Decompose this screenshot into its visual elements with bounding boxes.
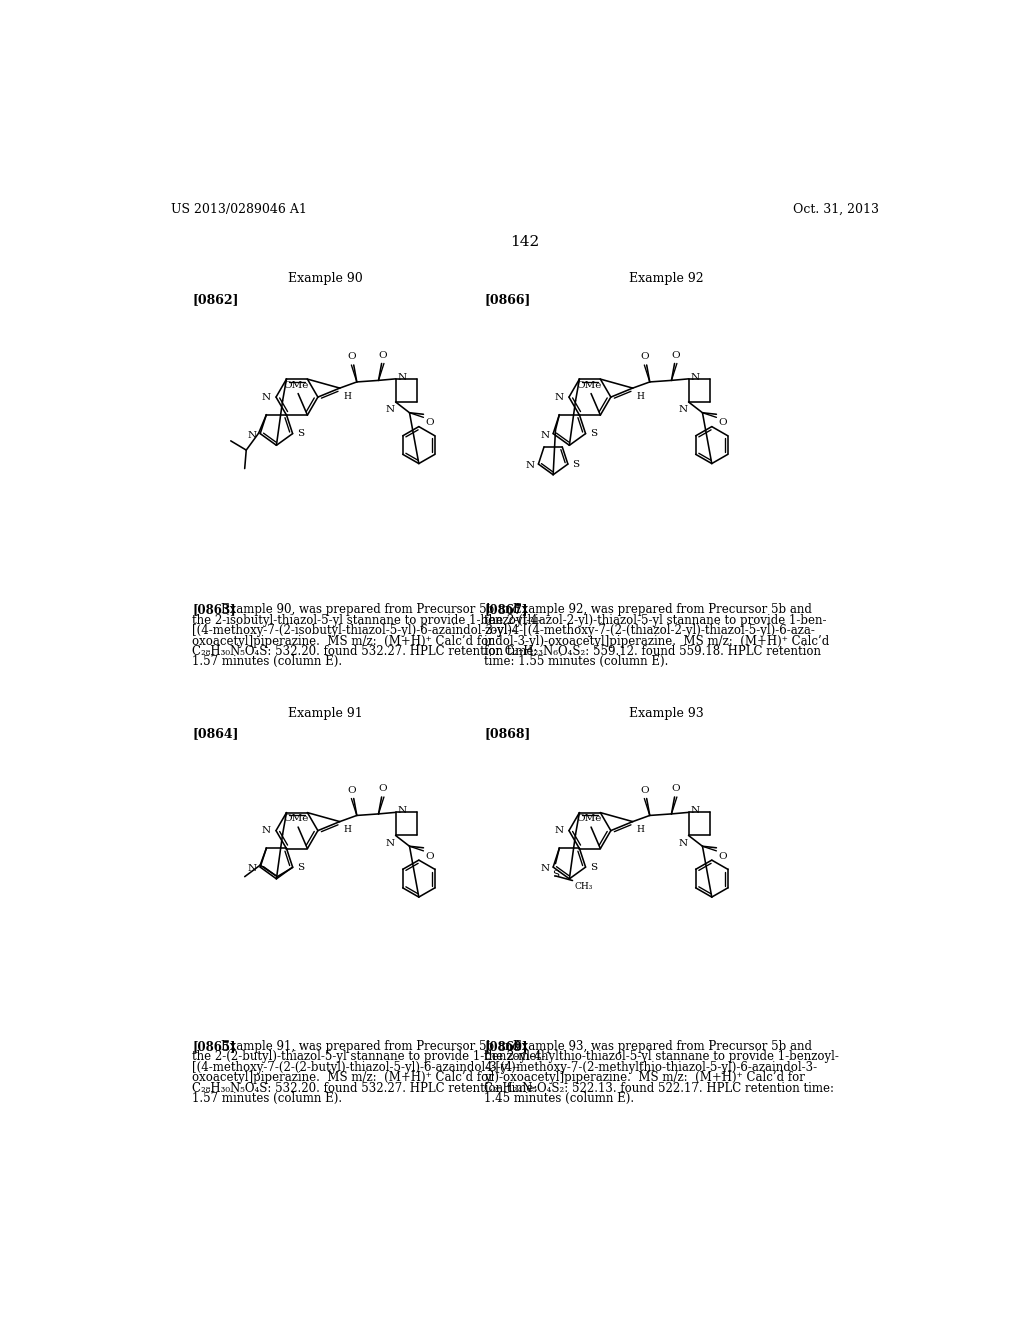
Text: Oct. 31, 2013: Oct. 31, 2013 [793, 203, 879, 216]
Text: 1.57 minutes (column E).: 1.57 minutes (column E). [193, 1092, 342, 1105]
Text: Example 90: Example 90 [288, 272, 362, 285]
Text: Example 93: Example 93 [630, 706, 705, 719]
Text: H: H [344, 392, 351, 401]
Text: indol-3-yl)-oxoacetyl]piperazine.  MS m/z:  (M+H)⁺ Calc’d: indol-3-yl)-oxoacetyl]piperazine. MS m/z… [484, 635, 829, 648]
Text: S: S [590, 429, 597, 438]
Text: 142: 142 [510, 235, 540, 249]
Text: OMe: OMe [283, 814, 308, 824]
Text: O: O [426, 851, 434, 861]
Text: O: O [426, 418, 434, 428]
Text: yl)-oxoacetyl]piperazine.  MS m/z:  (M+H)⁺ Calc’d for: yl)-oxoacetyl]piperazine. MS m/z: (M+H)⁺… [484, 1072, 805, 1084]
Text: N: N [386, 838, 395, 847]
Text: N: N [247, 430, 256, 440]
Text: [0869]: [0869] [484, 1040, 528, 1053]
Text: Example 92, was prepared from Precursor 5b and: Example 92, was prepared from Precursor … [513, 603, 812, 616]
Text: N: N [540, 430, 549, 440]
Text: O: O [719, 851, 727, 861]
Text: 1.45 minutes (column E).: 1.45 minutes (column E). [484, 1092, 635, 1105]
Text: O: O [641, 352, 649, 362]
Text: N: N [386, 405, 395, 414]
Text: [0867]: [0867] [484, 603, 528, 616]
Text: oxoacetyl]piperazine.  MS m/z:  (M+H)⁺ Calc’d for: oxoacetyl]piperazine. MS m/z: (M+H)⁺ Cal… [193, 1072, 495, 1084]
Text: oxoacetyl]piperazine.  MS m/z:  (M+H)⁺ Calc’d for: oxoacetyl]piperazine. MS m/z: (M+H)⁺ Cal… [193, 635, 495, 648]
Text: N: N [554, 392, 563, 401]
Text: C₂₈H₃₀N₅O₄S: 532.20. found 532.27. HPLC retention time:: C₂₈H₃₀N₅O₄S: 532.20. found 532.27. HPLC … [193, 1081, 538, 1094]
Text: the 2-isobutyl-thiazol-5-yl stannane to provide 1-benzoyl-4-: the 2-isobutyl-thiazol-5-yl stannane to … [193, 614, 542, 627]
Text: N: N [679, 405, 688, 414]
Text: [0864]: [0864] [193, 726, 239, 739]
Text: [0866]: [0866] [484, 293, 530, 306]
Text: O: O [379, 784, 387, 793]
Text: C₂₅H₂₄N₅O₄S₂: 522.13. found 522.17. HPLC retention time:: C₂₅H₂₄N₅O₄S₂: 522.13. found 522.17. HPLC… [484, 1081, 835, 1094]
Text: S: S [552, 870, 559, 879]
Text: O: O [672, 351, 680, 359]
Text: the 2-(thiazol-2-yl)-thiazol-5-yl stannane to provide 1-ben-: the 2-(thiazol-2-yl)-thiazol-5-yl stanna… [484, 614, 827, 627]
Text: N: N [261, 826, 270, 836]
Text: O: O [348, 785, 356, 795]
Text: time: 1.55 minutes (column E).: time: 1.55 minutes (column E). [484, 656, 669, 668]
Text: N: N [540, 865, 549, 873]
Text: 1.57 minutes (column E).: 1.57 minutes (column E). [193, 656, 342, 668]
Text: OMe: OMe [577, 814, 601, 824]
Text: H: H [637, 825, 644, 834]
Text: N: N [679, 838, 688, 847]
Text: O: O [672, 784, 680, 793]
Text: S: S [571, 459, 579, 469]
Text: [0863]: [0863] [193, 603, 236, 616]
Text: N: N [691, 807, 700, 816]
Text: [0862]: [0862] [193, 293, 239, 306]
Text: N: N [554, 826, 563, 836]
Text: O: O [641, 785, 649, 795]
Text: O: O [379, 351, 387, 359]
Text: 4-[(4-methoxy-7-(2-methylthio-thiazol-5-yl)-6-azaindol-3-: 4-[(4-methoxy-7-(2-methylthio-thiazol-5-… [484, 1061, 817, 1074]
Text: N: N [525, 461, 535, 470]
Text: [0865]: [0865] [193, 1040, 236, 1053]
Text: H: H [637, 392, 644, 401]
Text: N: N [261, 392, 270, 401]
Text: N: N [398, 807, 407, 816]
Text: S: S [297, 429, 304, 438]
Text: Example 92: Example 92 [630, 272, 703, 285]
Text: S: S [297, 863, 304, 871]
Text: N: N [247, 865, 256, 873]
Text: OMe: OMe [283, 380, 308, 389]
Text: zoyl-4-[(4-methoxy-7-(2-(thiazol-2-yl)-thiazol-5-yl)-6-aza-: zoyl-4-[(4-methoxy-7-(2-(thiazol-2-yl)-t… [484, 624, 815, 638]
Text: N: N [398, 372, 407, 381]
Text: [(4-methoxy-7-(2-(2-butyl)-thiazol-5-yl)-6-azaindol-3-yl)-: [(4-methoxy-7-(2-(2-butyl)-thiazol-5-yl)… [193, 1061, 520, 1074]
Text: O: O [719, 418, 727, 428]
Text: the 2-(2-butyl)-thiazol-5-yl stannane to provide 1-benzoyl-4-: the 2-(2-butyl)-thiazol-5-yl stannane to… [193, 1051, 546, 1064]
Text: for C₂₇H₂₃N₆O₄S₂: 559.12. found 559.18. HPLC retention: for C₂₇H₂₃N₆O₄S₂: 559.12. found 559.18. … [484, 645, 821, 659]
Text: [(4-methoxy-7-(2-isobutyl-thiazol-5-yl)-6-azaindol-3-yl)-: [(4-methoxy-7-(2-isobutyl-thiazol-5-yl)-… [193, 624, 516, 638]
Text: the 2-methylthio-thiazol-5-yl stannane to provide 1-benzoyl-: the 2-methylthio-thiazol-5-yl stannane t… [484, 1051, 840, 1064]
Text: OMe: OMe [577, 380, 601, 389]
Text: Example 91, was prepared from Precursor 5b and: Example 91, was prepared from Precursor … [221, 1040, 520, 1053]
Text: S: S [590, 863, 597, 871]
Text: N: N [691, 372, 700, 381]
Text: C₂₈H₃₀N₅O₄S: 532.20. found 532.27. HPLC retention time:: C₂₈H₃₀N₅O₄S: 532.20. found 532.27. HPLC … [193, 645, 538, 659]
Text: Example 93, was prepared from Precursor 5b and: Example 93, was prepared from Precursor … [513, 1040, 812, 1053]
Text: CH₃: CH₃ [574, 882, 593, 891]
Text: US 2013/0289046 A1: US 2013/0289046 A1 [171, 203, 306, 216]
Text: H: H [344, 825, 351, 834]
Text: O: O [348, 352, 356, 362]
Text: Example 90, was prepared from Precursor 5b and: Example 90, was prepared from Precursor … [221, 603, 520, 616]
Text: [0868]: [0868] [484, 726, 530, 739]
Text: Example 91: Example 91 [288, 706, 362, 719]
